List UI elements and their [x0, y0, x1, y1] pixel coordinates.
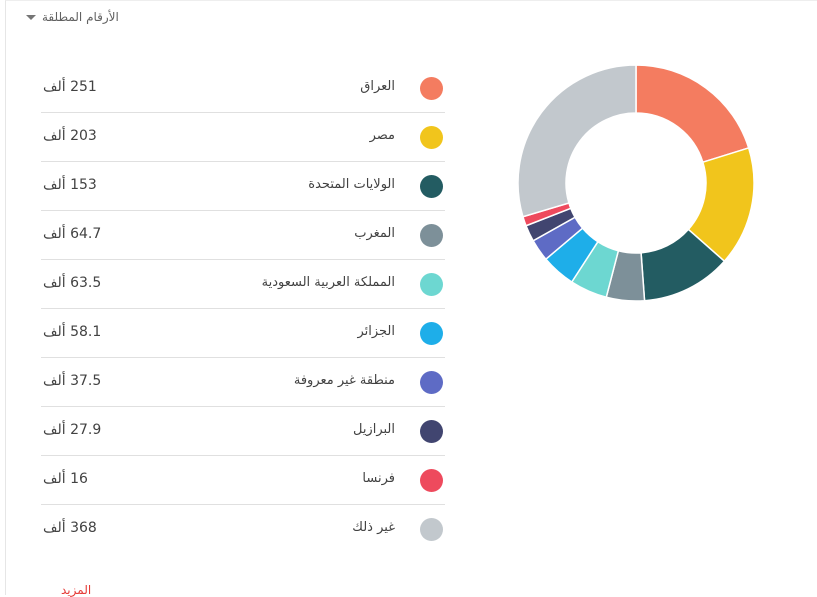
legend-label: منطقة غير معروفة	[293, 373, 395, 388]
legend-value: 27.9 ألف	[43, 422, 102, 438]
legend-swatch-icon	[420, 224, 443, 247]
legend-swatch-icon	[420, 126, 443, 149]
donut-slice[interactable]	[635, 64, 750, 164]
legend-row: 203 ألف مصر	[41, 113, 445, 162]
legend-label: مصر	[369, 128, 395, 143]
chevron-down-icon[interactable]	[26, 14, 36, 20]
legend-row: 37.5 ألف منطقة غير معروفة	[41, 358, 445, 407]
legend-swatch-icon	[420, 371, 443, 394]
legend-label: العراق	[360, 79, 395, 94]
legend-value: 203 ألف	[43, 128, 97, 144]
metric-dropdown[interactable]: الأرقام المطلقة	[26, 10, 119, 24]
legend-row: 63.5 ألف المملكة العربية السعودية	[41, 260, 445, 309]
legend-swatch-icon	[420, 420, 443, 443]
legend-row: 27.9 ألف البرازيل	[41, 407, 445, 456]
donut-slice[interactable]	[517, 64, 637, 218]
legend-label: فرنسا	[362, 471, 395, 486]
legend-label: البرازيل	[352, 422, 395, 437]
legend-row: 251 ألف العراق	[41, 64, 445, 113]
legend-value: 37.5 ألف	[43, 373, 102, 389]
legend-swatch-icon	[420, 273, 443, 296]
legend-swatch-icon	[420, 77, 443, 100]
legend-value: 16 ألف	[43, 471, 88, 487]
legend-row: 153 ألف الولايات المتحدة	[41, 162, 445, 211]
legend-row: 64.7 ألف المغرب	[41, 211, 445, 260]
stats-card	[5, 0, 817, 595]
legend-label: غير ذلك	[352, 520, 395, 535]
more-link[interactable]: المزيد	[61, 583, 92, 597]
legend-value: 153 ألف	[43, 177, 97, 193]
legend-swatch-icon	[420, 518, 443, 541]
legend-table: 251 ألف العراق 203 ألف مصر 153 ألف الولا…	[41, 64, 445, 554]
metric-dropdown-label: الأرقام المطلقة	[42, 10, 119, 24]
legend-label: المملكة العربية السعودية	[261, 275, 395, 290]
legend-row: 368 ألف غير ذلك	[41, 505, 445, 554]
legend-value: 63.5 ألف	[43, 275, 102, 291]
legend-value: 64.7 ألف	[43, 226, 102, 242]
legend-label: المغرب	[354, 226, 395, 241]
legend-swatch-icon	[420, 469, 443, 492]
legend-value: 58.1 ألف	[43, 324, 102, 340]
legend-label: الجزائر	[357, 324, 395, 339]
legend-swatch-icon	[420, 322, 443, 345]
legend-value: 368 ألف	[43, 520, 97, 536]
legend-value: 251 ألف	[43, 79, 97, 95]
legend-row: 16 ألف فرنسا	[41, 456, 445, 505]
legend-label: الولايات المتحدة	[308, 177, 395, 192]
legend-swatch-icon	[420, 175, 443, 198]
legend-row: 58.1 ألف الجزائر	[41, 309, 445, 358]
